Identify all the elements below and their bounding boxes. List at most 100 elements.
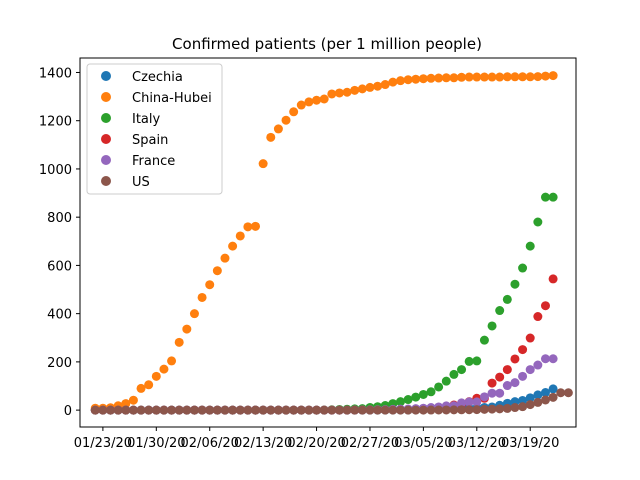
legend-label: Czechia	[132, 70, 183, 85]
legend-marker	[101, 113, 111, 123]
data-point	[182, 324, 192, 334]
data-point	[357, 84, 367, 94]
data-point	[540, 301, 550, 311]
data-point	[365, 405, 375, 415]
data-point	[258, 159, 268, 169]
data-point	[273, 124, 283, 134]
data-point	[189, 309, 199, 319]
data-point	[167, 356, 177, 366]
data-point	[510, 72, 520, 82]
data-point	[312, 95, 322, 105]
data-point	[457, 405, 467, 415]
data-point	[151, 405, 161, 415]
data-point	[304, 405, 314, 415]
data-point	[243, 222, 253, 232]
data-point	[434, 73, 444, 83]
data-point	[296, 100, 306, 110]
data-point	[373, 405, 383, 415]
data-point	[548, 192, 558, 202]
data-point	[449, 369, 459, 379]
data-point	[159, 364, 169, 374]
data-point	[525, 393, 535, 403]
plot-area: 01/23/2001/30/2002/06/2002/13/2002/20/20…	[39, 57, 577, 451]
data-point	[228, 405, 238, 415]
data-point	[479, 72, 489, 82]
data-point	[403, 405, 413, 415]
data-point	[510, 354, 520, 364]
plot-frame	[79, 57, 577, 428]
data-point	[90, 405, 100, 415]
data-point	[380, 80, 390, 90]
data-point	[426, 73, 436, 83]
data-point	[472, 397, 482, 407]
data-point	[502, 403, 512, 413]
data-point	[495, 306, 505, 316]
data-point	[441, 73, 451, 83]
x-tick-label: 02/20/20	[287, 436, 345, 451]
data-point	[418, 389, 428, 399]
data-point	[548, 354, 558, 364]
y-tick-label: 1000	[39, 163, 72, 178]
data-point	[502, 381, 512, 391]
legend-marker	[101, 134, 111, 144]
data-point	[495, 404, 505, 414]
data-point	[151, 371, 161, 381]
data-point	[510, 378, 520, 388]
data-point	[189, 405, 199, 415]
data-point	[319, 405, 329, 415]
legend-marker	[101, 176, 111, 186]
data-point	[159, 405, 169, 415]
data-point	[518, 371, 528, 381]
data-point	[342, 405, 352, 415]
data-point	[502, 294, 512, 304]
x-tick-label: 02/27/20	[341, 436, 399, 451]
data-point	[533, 217, 543, 227]
data-point	[182, 405, 192, 415]
data-point	[457, 72, 467, 82]
data-point	[487, 321, 497, 331]
data-point	[144, 380, 154, 390]
data-point	[281, 115, 291, 125]
y-tick-label: 800	[47, 211, 72, 226]
legend-marker	[101, 155, 111, 165]
data-point	[212, 405, 222, 415]
data-point	[525, 365, 535, 375]
data-point	[174, 405, 184, 415]
data-point	[472, 72, 482, 82]
legend-marker	[101, 71, 111, 81]
data-points	[90, 71, 573, 415]
data-point	[540, 354, 550, 364]
y-tick-label: 1400	[39, 66, 72, 81]
data-point	[327, 405, 337, 415]
data-point	[457, 365, 467, 375]
data-point	[174, 337, 184, 347]
data-point	[334, 88, 344, 98]
data-point	[563, 388, 573, 398]
data-point	[205, 405, 215, 415]
data-point	[449, 73, 459, 83]
x-tick-label: 02/13/20	[234, 436, 292, 451]
data-point	[319, 94, 329, 104]
data-point	[502, 72, 512, 82]
data-point	[106, 405, 116, 415]
data-point	[144, 405, 154, 415]
data-point	[251, 405, 261, 415]
data-point	[548, 384, 558, 394]
y-tick-label: 400	[47, 308, 72, 323]
data-point	[136, 405, 146, 415]
data-point	[495, 72, 505, 82]
data-point	[495, 388, 505, 398]
data-point	[235, 231, 245, 241]
data-point	[121, 405, 131, 415]
y-tick-label: 600	[47, 259, 72, 274]
data-point	[342, 87, 352, 97]
data-point	[411, 392, 421, 402]
data-point	[266, 405, 276, 415]
data-point	[525, 72, 535, 82]
data-point	[525, 333, 535, 343]
data-point	[304, 97, 314, 107]
data-point	[510, 403, 520, 413]
data-point	[434, 405, 444, 415]
data-point	[487, 378, 497, 388]
data-point	[533, 390, 543, 400]
